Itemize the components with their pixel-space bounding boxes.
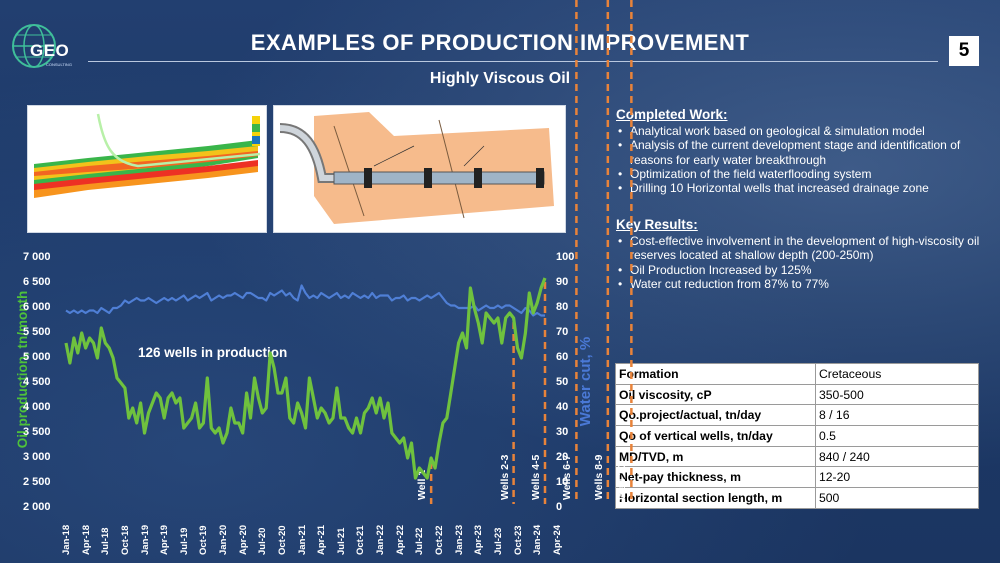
left-axis-tick-label: 2 000 bbox=[23, 501, 51, 513]
completed-work-heading: Completed Work: bbox=[616, 107, 728, 122]
completion-scheme-graphic bbox=[274, 106, 565, 232]
table-row: Qo.project/actual, tn/day 8 / 16 bbox=[615, 404, 979, 427]
completed-work-item: Optimization of the field waterflooding … bbox=[616, 167, 991, 182]
left-axis-tick-label: 7 000 bbox=[23, 251, 51, 263]
parameter-name: MD/TVD, m bbox=[615, 445, 816, 468]
key-results-item: Cost-effective involvement in the develo… bbox=[616, 234, 996, 263]
left-axis-tick-label: 6 500 bbox=[23, 276, 51, 288]
parameter-value: 500 bbox=[815, 487, 979, 509]
page-number-badge: 5 bbox=[949, 36, 979, 66]
completed-work-item: Analytical work based on geological & si… bbox=[616, 124, 991, 139]
right-axis-tick-label: 20 bbox=[556, 451, 569, 463]
parameters-table: Formation Cretaceous Oil viscosity, cP 350… bbox=[615, 363, 979, 509]
logo-text: GEO bbox=[30, 41, 70, 60]
right-axis-tick-label: 60 bbox=[556, 351, 569, 363]
right-axis-tick-label: 80 bbox=[556, 301, 569, 313]
key-results-list: Cost-effective involvement in the develo… bbox=[616, 234, 996, 291]
title-divider bbox=[88, 61, 938, 62]
page-title: EXAMPLES OF PRODUCTION IMPROVEMENT bbox=[250, 30, 750, 55]
left-axis-tick-label: 4 000 bbox=[23, 401, 51, 413]
completed-work-item: Drilling 10 Horizontal wells that increa… bbox=[616, 181, 991, 196]
left-axis-tick-label: 5 500 bbox=[23, 326, 51, 338]
key-results-heading: Key Results: bbox=[616, 217, 698, 232]
right-axis-tick-label: 70 bbox=[556, 326, 569, 338]
page-subtitle: Highly Viscous Oil bbox=[429, 70, 571, 87]
key-results-item: Oil Production Increased by 125% bbox=[616, 263, 996, 278]
water-cut-series-line bbox=[65, 284, 545, 317]
right-axis-tick-label: 40 bbox=[556, 401, 569, 413]
key-results-item: Water cut reduction from 87% to 77% bbox=[616, 277, 996, 292]
logo-subtext: CONSULTING bbox=[46, 62, 72, 67]
left-axis-tick-label: 3 000 bbox=[23, 451, 51, 463]
globe-logo-icon bbox=[12, 24, 56, 68]
right-axis-tick-label: 0 bbox=[556, 501, 563, 513]
geological-model-image bbox=[27, 105, 267, 233]
completed-work-item: Analysis of the current development stag… bbox=[616, 138, 991, 167]
right-axis-tick-label: 10 bbox=[556, 476, 569, 488]
table-row: MD/TVD, m 840 / 240 bbox=[615, 445, 979, 468]
left-axis-tick-label: 3 500 bbox=[23, 426, 51, 438]
right-axis-tick-label: 30 bbox=[556, 426, 569, 438]
left-axis-tick-label: 6 000 bbox=[23, 301, 51, 313]
table-row: Net-pay thickness, m 12-20 bbox=[615, 466, 979, 489]
parameter-name: Qo.project/actual, tn/day bbox=[615, 404, 816, 427]
right-axis-tick-label: 90 bbox=[556, 276, 569, 288]
oil-production-series-line bbox=[64, 277, 547, 480]
table-row: Formation Cretaceous bbox=[615, 363, 979, 385]
right-axis-tick-label: 100 bbox=[556, 251, 575, 263]
left-axis-tick-label: 5 000 bbox=[23, 351, 51, 363]
reservoir-model-graphic bbox=[28, 106, 266, 232]
right-axis-tick-label: 50 bbox=[556, 376, 569, 388]
left-axis-tick-label: 4 500 bbox=[23, 376, 51, 388]
wells-in-production-annotation: 126 wells in production bbox=[138, 345, 288, 360]
well-completion-diagram bbox=[273, 105, 566, 233]
left-axis-tick-label: 2 500 bbox=[23, 476, 51, 488]
table-row: Qo of vertical wells, tn/day 0.5 bbox=[615, 425, 979, 447]
table-row: Horizontal section length, m 500 bbox=[615, 487, 979, 509]
completed-work-list: Analytical work based on geological & si… bbox=[616, 124, 991, 196]
